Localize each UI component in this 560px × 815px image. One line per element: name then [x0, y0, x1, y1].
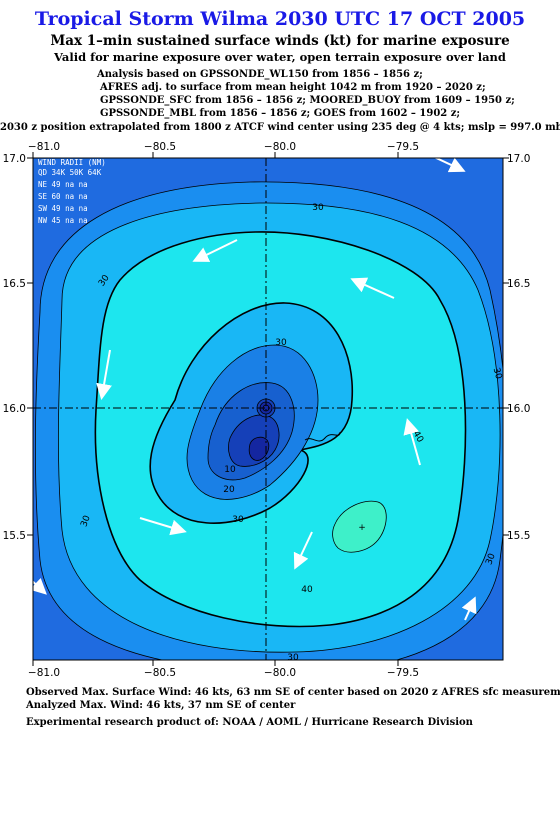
map-subtitle-2: Valid for marine exposure over water, op…	[54, 50, 506, 64]
wind-arrow	[403, 418, 421, 466]
contour-label: 20	[223, 485, 235, 495]
x-tick-top: −81.0	[28, 141, 60, 153]
contour-squiggle	[304, 431, 341, 442]
product-credit: Experimental research product of: NOAA /…	[26, 717, 473, 728]
contour-label: 30	[287, 653, 299, 663]
wind-arrow	[96, 349, 112, 400]
tick-marks	[27, 152, 509, 666]
x-tick-top: −80.5	[144, 141, 176, 153]
y-tick-left: 16.0	[3, 403, 26, 415]
x-tick-bottom: −81.0	[28, 667, 60, 679]
wind-arrow	[293, 531, 313, 570]
analyzed-max-wind: Analyzed Max. Wind: 46 kts, 37 nm SE of …	[26, 700, 296, 711]
wind-arrow	[139, 517, 187, 536]
x-tick-top: −79.5	[387, 141, 419, 153]
contour-calm-center	[248, 436, 270, 461]
wind-arrow	[33, 577, 47, 595]
analysis-line-2: AFRES adj. to surface from mean height 1…	[100, 82, 486, 93]
analysis-line-3: GPSSONDE_SFC from 1856 – 1856 z; MOORED_…	[100, 95, 515, 106]
observed-max-wind: Observed Max. Surface Wind: 46 kts, 63 n…	[26, 687, 560, 698]
y-tick-left: 17.0	[3, 153, 26, 165]
analysis-line-4: GPSSONDE_MBL from 1856 – 1856 z; GOES fr…	[100, 108, 461, 119]
wind-radii-table: WIND RADII (NM) QD 34K 50K 64K NE 49 na …	[38, 158, 106, 225]
wind-arrow	[192, 239, 238, 262]
contour-label: 30	[491, 367, 504, 381]
x-tick-bottom: −79.5	[387, 667, 419, 679]
contour-50kt	[332, 500, 387, 553]
contour-label: 30	[275, 338, 287, 348]
wind-radii-row: SW 49 na na	[38, 204, 88, 213]
wind-radii-row: NE 49 na na	[38, 180, 88, 189]
wind-arrow	[350, 277, 395, 299]
wind-radii-row: NW 45 na na	[38, 216, 88, 225]
contour-label: 10	[224, 465, 236, 475]
y-tick-left: 15.5	[3, 530, 26, 542]
map-subtitle: Max 1–min sustained surface winds (kt) f…	[50, 33, 510, 49]
max-wind-marker: +	[358, 523, 366, 533]
position-note: 2030 z position extrapolated from 1800 z…	[0, 122, 560, 133]
y-tick-right: 15.5	[507, 530, 530, 542]
contour-label: 30	[312, 203, 324, 213]
y-tick-left: 16.5	[3, 278, 26, 290]
y-tick-right: 16.5	[507, 278, 530, 290]
contour-label: 40	[301, 585, 313, 595]
wind-radii-header: QD 34K 50K 64K	[38, 168, 102, 177]
contour-label: 30	[484, 552, 497, 566]
wind-radii-title: WIND RADII (NM)	[38, 158, 106, 167]
analysis-line-1: Analysis based on GPSSONDE_WL150 from 18…	[97, 69, 423, 80]
x-tick-top: −80.0	[264, 141, 296, 153]
y-tick-right: 16.0	[507, 403, 530, 415]
wind-radii-row: SE 60 na na	[38, 192, 88, 201]
wind-contour-field: + 30 30 30 30 30 30 30 40 40 10 20 30	[33, 158, 504, 663]
x-tick-bottom: −80.0	[264, 667, 296, 679]
map-frame	[32, 157, 504, 661]
wind-arrow	[461, 596, 477, 621]
y-tick-right: 17.0	[507, 153, 530, 165]
contour-label: 30	[79, 514, 92, 528]
map-title: Tropical Storm Wilma 2030 UTC 17 OCT 200…	[34, 8, 526, 30]
contour-label: 30	[232, 515, 244, 525]
x-tick-bottom: −80.5	[144, 667, 176, 679]
